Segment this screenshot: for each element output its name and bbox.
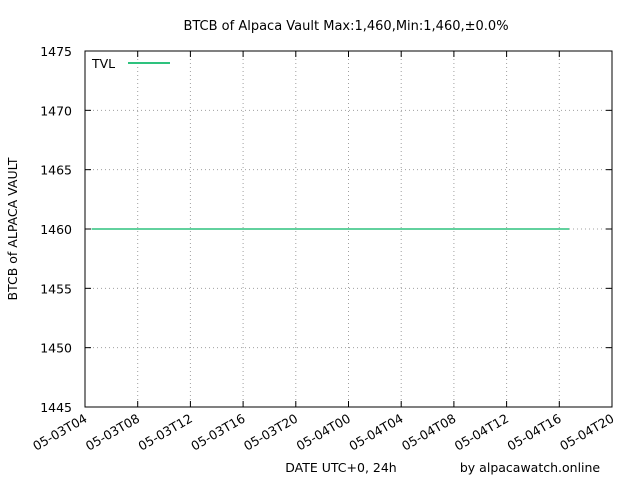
x-tick-label: 05-04T08 [399,411,458,454]
x-tick-label: 05-04T16 [504,411,563,454]
y-tick-label: 1455 [40,281,72,296]
x-tick-label: 05-03T12 [136,411,195,454]
y-tick-label: 1475 [40,44,72,59]
y-tick-label: 1450 [40,341,72,356]
chart-title: BTCB of Alpaca Vault Max:1,460,Min:1,460… [183,19,508,34]
credit-text: by alpacawatch.online [460,460,601,475]
y-axis: 1445 1450 1455 1460 1465 1470 1475 [40,44,612,415]
x-tick-label: 05-04T04 [346,411,405,454]
grid [85,51,612,407]
x-tick-label: 05-03T08 [83,411,142,454]
x-axis-label: DATE UTC+0, 24h [285,460,396,475]
y-tick-label: 1465 [40,163,72,178]
legend: TVL [91,56,170,71]
x-tick-label: 05-03T20 [241,411,300,454]
x-axis: 05-03T0405-03T0805-03T1205-03T1605-03T20… [30,51,617,454]
x-tick-label: 05-04T12 [452,411,511,454]
y-tick-label: 1460 [40,222,72,237]
x-tick-label: 05-03T04 [30,411,89,454]
x-tick-label: 05-04T20 [557,411,616,454]
y-tick-label: 1445 [40,400,72,415]
legend-label-tvl: TVL [91,56,115,71]
x-tick-label: 05-04T00 [294,411,353,454]
y-tick-label: 1470 [40,103,72,118]
y-axis-label: BTCB of ALPACA VAULT [5,157,20,300]
x-tick-label: 05-03T16 [188,411,247,454]
